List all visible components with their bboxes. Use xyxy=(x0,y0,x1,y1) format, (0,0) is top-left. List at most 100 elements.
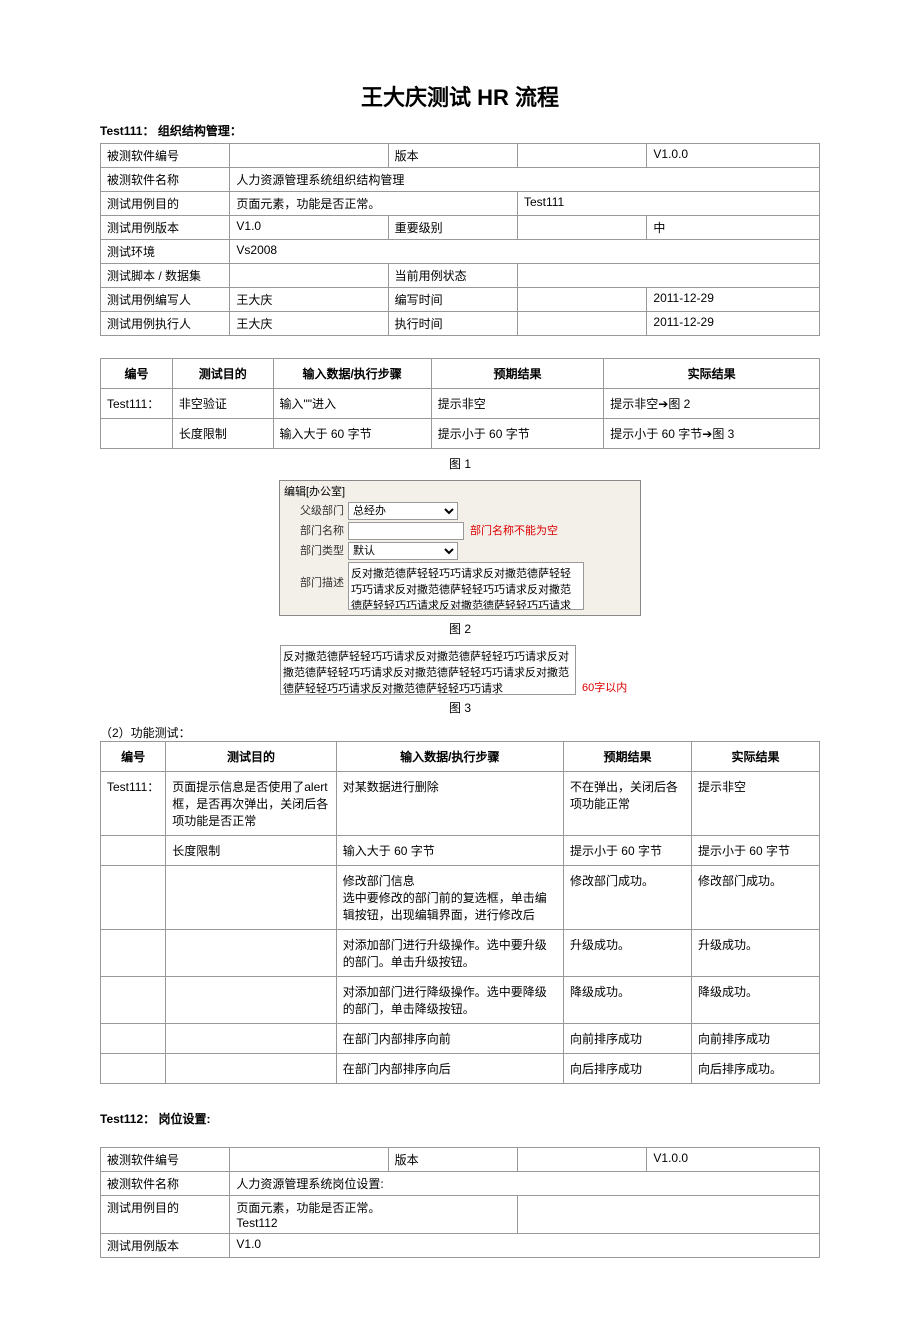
cell xyxy=(101,836,166,866)
col-header-id: 编号 xyxy=(101,359,173,389)
functest-table: 编号 测试目的 输入数据/执行步骤 预期结果 实际结果 Test111： 页面提… xyxy=(100,741,820,1084)
cell: 在部门内部排序向后 xyxy=(336,1054,563,1084)
cell: 测试用例版本 xyxy=(101,216,230,240)
cell xyxy=(101,419,173,449)
cell: 提示小于 60 字节 xyxy=(691,836,819,866)
textarea-dept-desc[interactable]: 反对撒范德萨轻轻巧巧请求反对撒范德萨轻轻巧巧请求反对撒范德萨轻轻巧巧请求反对撒范… xyxy=(348,562,584,610)
cell xyxy=(166,977,337,1024)
cases-table-1: 编号 测试目的 输入数据/执行步骤 预期结果 实际结果 Test111： 非空验… xyxy=(100,358,820,449)
cell: 测试用例目的 xyxy=(101,1196,230,1234)
cell: V1.0 xyxy=(230,216,388,240)
cell: 修改部门信息 选中要修改的部门前的复选框，单击编辑按钮，出现编辑界面，进行修改后 xyxy=(336,866,563,930)
table-row: 对添加部门进行升级操作。选中要升级的部门。单击升级按钮。 升级成功。 升级成功。 xyxy=(101,930,820,977)
cell: 向前排序成功 xyxy=(563,1024,691,1054)
cell: 2011-12-29 xyxy=(647,288,820,312)
cell: 向后排序成功。 xyxy=(691,1054,819,1084)
cell: 提示非空➔图 2 xyxy=(604,389,820,419)
textarea-dept-desc-overflow[interactable]: 反对撒范德萨轻轻巧巧请求反对撒范德萨轻轻巧巧请求反对撒范德萨轻轻巧巧请求反对撒范… xyxy=(280,645,576,695)
figure-caption-1: 图 1 xyxy=(100,455,820,472)
cell xyxy=(101,1054,166,1084)
cell: 页面元素，功能是否正常。 xyxy=(230,192,518,216)
cell: 对某数据进行删除 xyxy=(336,772,563,836)
cell: Test111 xyxy=(517,192,819,216)
cell: 修改部门成功。 xyxy=(563,866,691,930)
mock-textarea-fig3: 反对撒范德萨轻轻巧巧请求反对撒范德萨轻轻巧巧请求反对撒范德萨轻轻巧巧请求反对撒范… xyxy=(280,645,640,695)
cell xyxy=(517,216,646,240)
table-row: 对添加部门进行降级操作。选中要降级的部门，单击降级按钮。 降级成功。 降级成功。 xyxy=(101,977,820,1024)
warning-dept-name-empty: 部门名称不能为空 xyxy=(464,522,558,538)
form-title: 编辑[办公室] xyxy=(280,481,640,501)
table-row: 长度限制 输入大于 60 字节 提示小于 60 字节 提示小于 60 字节 xyxy=(101,836,820,866)
col-header-act: 实际结果 xyxy=(604,359,820,389)
table-header-row: 编号 测试目的 输入数据/执行步骤 预期结果 实际结果 xyxy=(101,359,820,389)
cell: 中 xyxy=(647,216,820,240)
col-header-goal: 测试目的 xyxy=(166,742,337,772)
table-row: 被测软件名称 人力资源管理系统组织结构管理 xyxy=(101,168,820,192)
cell: 测试脚本 / 数据集 xyxy=(101,264,230,288)
cell: 向后排序成功 xyxy=(563,1054,691,1084)
cell: 2011-12-29 xyxy=(647,312,820,336)
table-row: 测试用例目的 页面元素，功能是否正常。 Test112 xyxy=(101,1196,820,1234)
label-dept-type: 部门类型 xyxy=(284,542,348,558)
table-row: Test111： 非空验证 输入""进入 提示非空 提示非空➔图 2 xyxy=(101,389,820,419)
cell: 对添加部门进行升级操作。选中要升级的部门。单击升级按钮。 xyxy=(336,930,563,977)
col-header-input: 输入数据/执行步骤 xyxy=(336,742,563,772)
cell: 页面提示信息是否使用了alert 框，是否再次弹出，关闭后各项功能是否正常 xyxy=(166,772,337,836)
cell xyxy=(230,1148,388,1172)
cell: 长度限制 xyxy=(172,419,273,449)
table-row: 在部门内部排序向前 向前排序成功 向前排序成功 xyxy=(101,1024,820,1054)
cell: 降级成功。 xyxy=(563,977,691,1024)
cell: 编写时间 xyxy=(388,288,517,312)
cell: 不在弹出，关闭后各项功能正常 xyxy=(563,772,691,836)
table-row: 测试用例版本 V1.0 重要级别 中 xyxy=(101,216,820,240)
cell: 输入""进入 xyxy=(273,389,431,419)
cell: 王大庆 xyxy=(230,312,388,336)
select-dept-type[interactable]: 默认 xyxy=(348,542,458,560)
cell: 提示小于 60 字节 xyxy=(431,419,604,449)
info-table-2: 被测软件编号 版本 V1.0.0 被测软件名称 人力资源管理系统岗位设置: 测试… xyxy=(100,1147,820,1258)
select-parent-dept[interactable]: 总经办 xyxy=(348,502,458,520)
cell: 非空验证 xyxy=(172,389,273,419)
cell: 版本 xyxy=(388,144,517,168)
table-row: 测试用例目的 页面元素，功能是否正常。 Test111 xyxy=(101,192,820,216)
table-row: Test111： 页面提示信息是否使用了alert 框，是否再次弹出，关闭后各项… xyxy=(101,772,820,836)
figure-caption-3: 图 3 xyxy=(100,699,820,716)
table-row: 测试用例版本 V1.0 xyxy=(101,1234,820,1258)
cell: 提示小于 60 字节 xyxy=(563,836,691,866)
input-dept-name[interactable] xyxy=(348,522,464,540)
cell: 被测软件编号 xyxy=(101,144,230,168)
cell: 王大庆 xyxy=(230,288,388,312)
cell: 被测软件名称 xyxy=(101,1172,230,1196)
cell: 向前排序成功 xyxy=(691,1024,819,1054)
table-row: 测试脚本 / 数据集 当前用例状态 xyxy=(101,264,820,288)
cell: 版本 xyxy=(388,1148,517,1172)
cell xyxy=(230,144,388,168)
col-header-act: 实际结果 xyxy=(691,742,819,772)
cell xyxy=(166,1024,337,1054)
cell: 提示非空 xyxy=(431,389,604,419)
cell: Test111： xyxy=(101,772,166,836)
col-header-input: 输入数据/执行步骤 xyxy=(273,359,431,389)
info-table-1: 被测软件编号 版本 V1.0.0 被测软件名称 人力资源管理系统组织结构管理 测… xyxy=(100,143,820,336)
cell: V1.0 xyxy=(230,1234,820,1258)
cell: 对添加部门进行降级操作。选中要降级的部门，单击降级按钮。 xyxy=(336,977,563,1024)
cell xyxy=(166,1054,337,1084)
cell: 输入大于 60 字节 xyxy=(336,836,563,866)
table-row: 测试环境 Vs2008 xyxy=(101,240,820,264)
section-label-test112: Test112： 岗位设置: xyxy=(100,1110,820,1127)
warning-60-chars: 60字以内 xyxy=(576,679,627,695)
cell: 在部门内部排序向前 xyxy=(336,1024,563,1054)
cell: 人力资源管理系统岗位设置: xyxy=(230,1172,820,1196)
table-row: 修改部门信息 选中要修改的部门前的复选框，单击编辑按钮，出现编辑界面，进行修改后… xyxy=(101,866,820,930)
cell: 当前用例状态 xyxy=(388,264,517,288)
col-header-exp: 预期结果 xyxy=(563,742,691,772)
cell: 重要级别 xyxy=(388,216,517,240)
cell xyxy=(101,866,166,930)
cell: 提示小于 60 字节➔图 3 xyxy=(604,419,820,449)
cell: 被测软件编号 xyxy=(101,1148,230,1172)
mock-form-fig2: 编辑[办公室] 父级部门 总经办 部门名称 部门名称不能为空 部门类型 默认 部… xyxy=(279,480,641,616)
cell: 测试用例版本 xyxy=(101,1234,230,1258)
table-row: 被测软件编号 版本 V1.0.0 xyxy=(101,1148,820,1172)
cell: 测试用例编写人 xyxy=(101,288,230,312)
cell xyxy=(517,312,646,336)
